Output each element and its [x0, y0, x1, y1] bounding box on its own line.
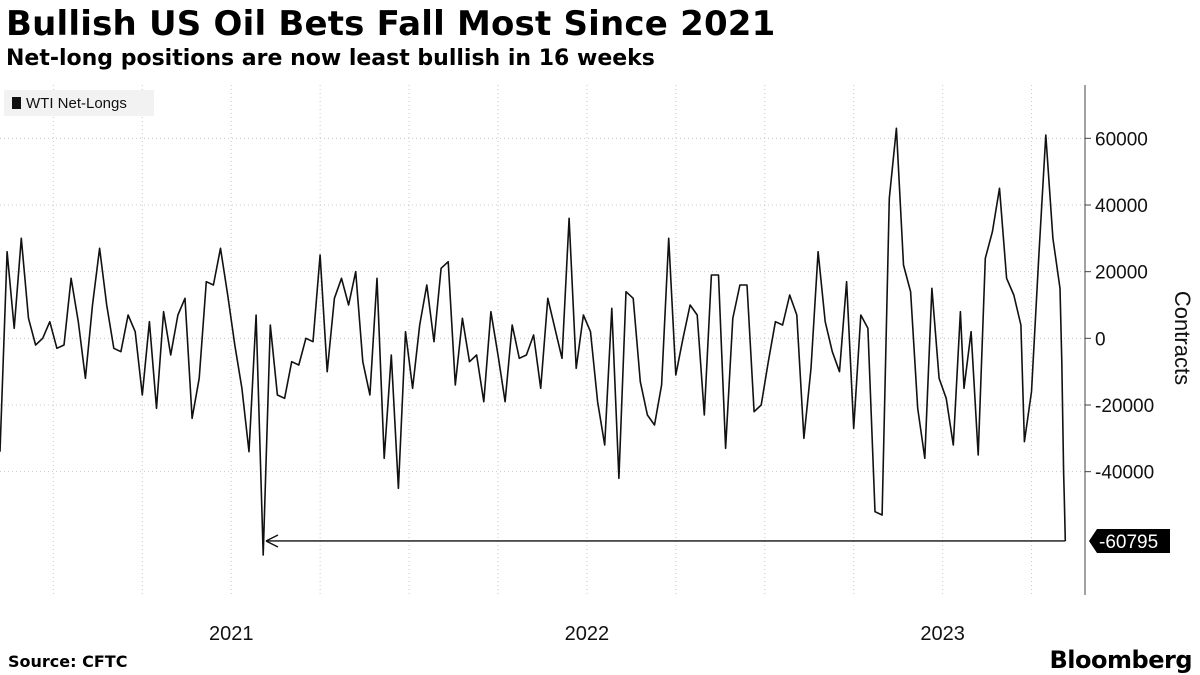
page-title: Bullish US Oil Bets Fall Most Since 2021: [6, 4, 776, 44]
annotation: -60795: [265, 528, 1170, 553]
last-value-label: -60795: [1099, 532, 1158, 553]
legend-swatch: [12, 97, 21, 109]
y-axis-label: Contracts: [1170, 291, 1195, 385]
series-wti: [0, 127, 1067, 556]
x-tick-label: 2023: [920, 623, 965, 645]
y-tick-label: 20000: [1095, 263, 1148, 284]
x-tick-label: 2021: [209, 623, 254, 645]
legend-label: WTI Net-Longs: [26, 95, 127, 112]
x-tick-label: 2022: [565, 623, 610, 645]
y-tick-label: 0: [1095, 329, 1106, 350]
series-line: [0, 127, 1067, 556]
page-subtitle: Net-long positions are now least bullish…: [6, 46, 655, 71]
y-tick-label: -40000: [1095, 463, 1154, 484]
brand-logo: Bloomberg: [1049, 646, 1193, 674]
last-value-flag: [1089, 528, 1170, 553]
annotation-arrowhead: [265, 534, 279, 548]
y-tick-label: -20000: [1095, 396, 1154, 417]
gridlines: [0, 85, 1085, 595]
y-tick-label: 60000: [1095, 129, 1148, 150]
legend-box: [4, 90, 154, 116]
source-note: Source: CFTC: [8, 652, 128, 671]
x-axis: 2021 2022 2023: [209, 623, 965, 645]
y-axis: 60000 40000 20000 0 -20000 -40000: [1084, 85, 1154, 595]
y-tick-label: 40000: [1095, 196, 1148, 217]
